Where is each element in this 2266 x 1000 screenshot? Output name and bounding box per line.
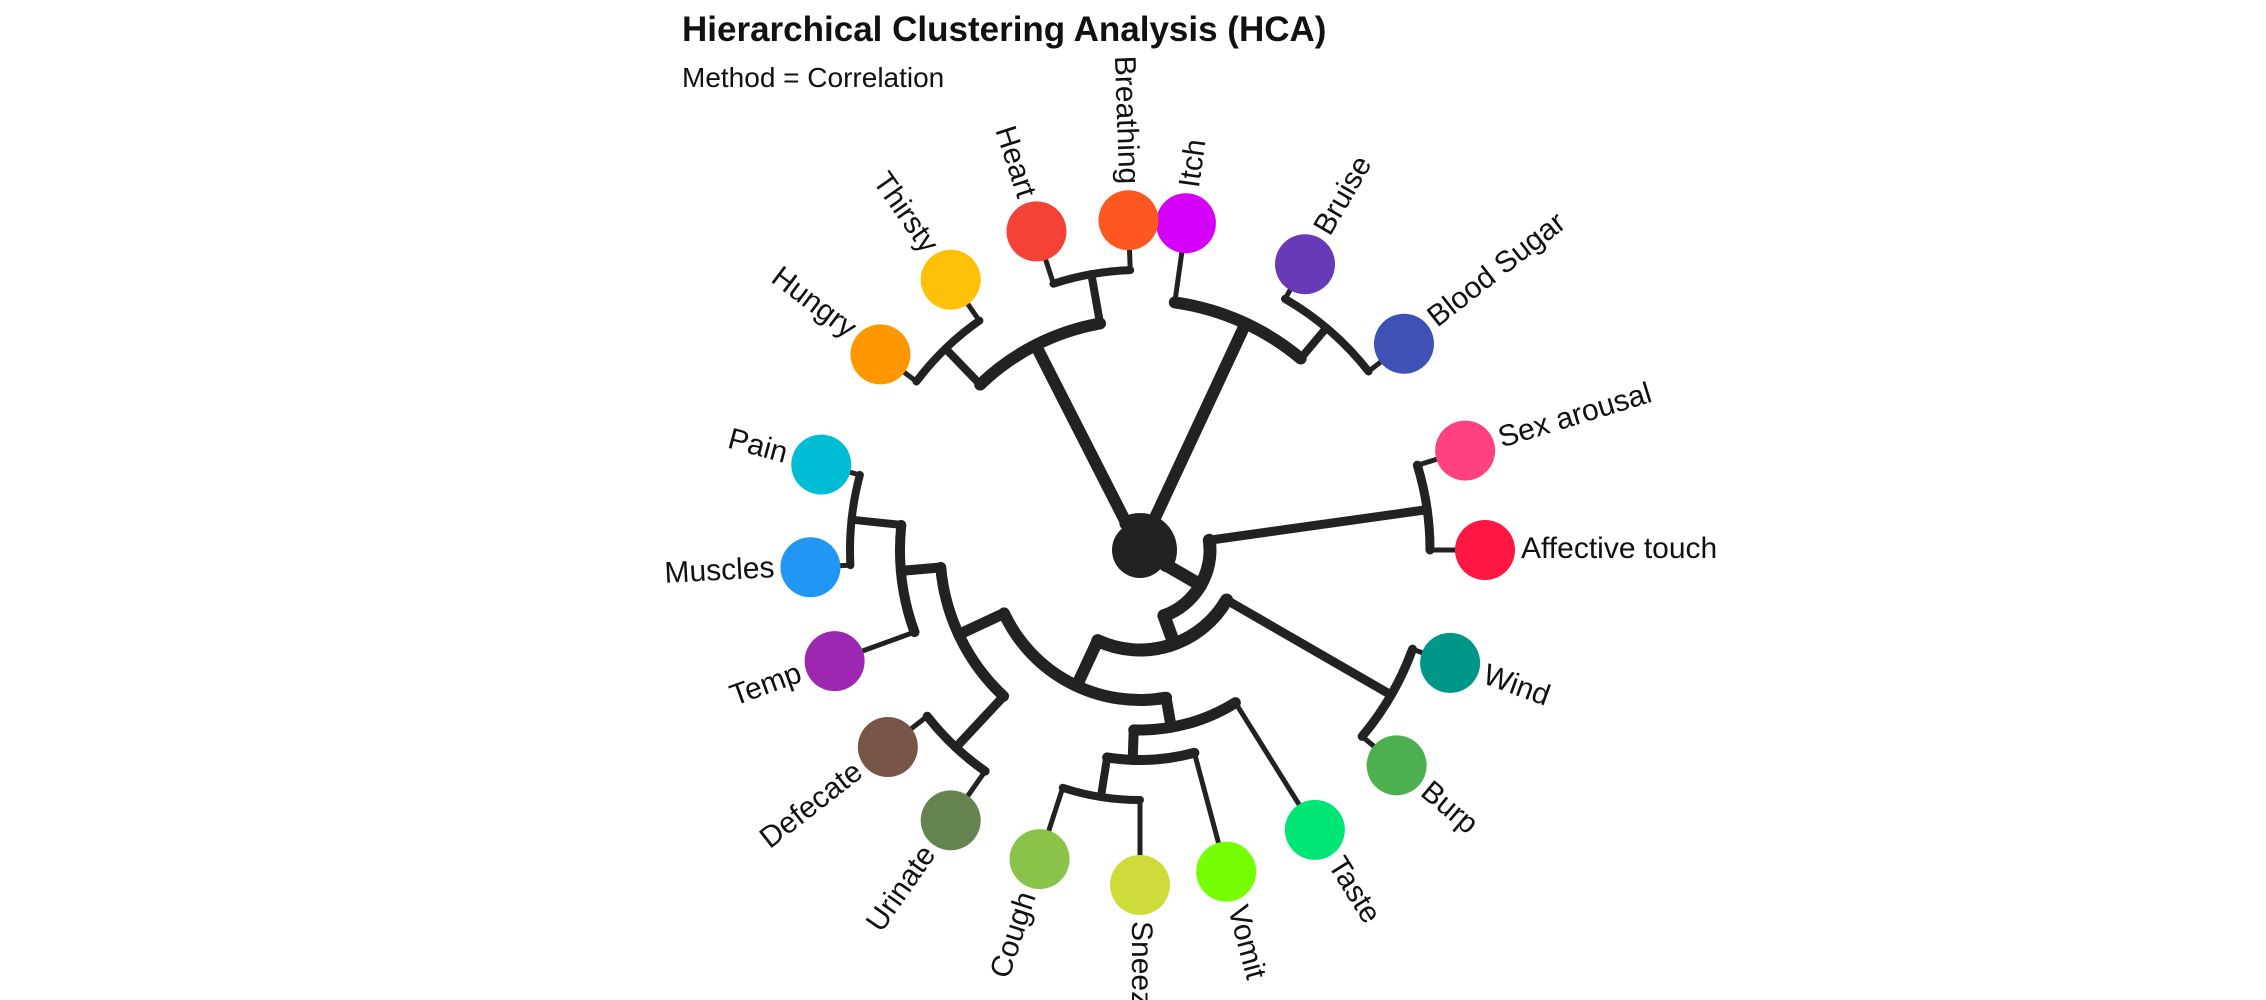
leaf-label-taste: Taste: [1321, 851, 1387, 929]
leaf-node-thirsty: [920, 249, 981, 310]
leaf-node-bruise: [1275, 234, 1335, 295]
leaf-node-pain: [791, 434, 852, 495]
leaf-node-taste: [1284, 799, 1345, 860]
leaf-node-breathing: [1098, 190, 1159, 251]
leaf-label-muscles: Muscles: [664, 551, 776, 590]
branch-stem-L8: [1191, 750, 1223, 853]
leaf-label-itch: Itch: [1173, 137, 1212, 189]
chart-title: Hierarchical Clustering Analysis (HCA): [682, 10, 1327, 49]
leaf-node-defecate: [857, 717, 918, 778]
leaf-label-breathing: Breathing: [1108, 55, 1145, 185]
leaf-label-blood-sugar: Blood Sugar: [1421, 206, 1571, 334]
branch-stem-hthb: [1029, 339, 1133, 530]
leaf-label-temp: Temp: [726, 656, 806, 712]
branch-stem-g0: [1159, 558, 1208, 592]
branch-stem-pm: [847, 515, 906, 529]
branch-stem-tpm: [895, 562, 946, 576]
leaf-node-blood-sugar: [1373, 313, 1434, 374]
leaf-node-burp: [1366, 735, 1427, 796]
leaf-node-muscles: [780, 537, 841, 598]
leaf-node-cough: [1009, 829, 1070, 890]
branch-stem-vsc: [1127, 724, 1139, 765]
leaf-label-sex-arousal: Sex arousal: [1494, 376, 1655, 454]
branch-stem-hb: [1087, 270, 1105, 328]
branch-arc-tvsc: [1128, 697, 1241, 736]
leaf-label-cough: Cough: [984, 888, 1043, 982]
branch-stem-wb: [1222, 595, 1396, 700]
leaf-label-thirsty: Thirsty: [866, 166, 945, 259]
leaf-node-temp: [804, 631, 865, 692]
chart-subtitle: Method = Correlation: [682, 62, 945, 93]
leaf-label-defecate: Defecate: [754, 755, 869, 855]
leaf-label-hungry: Hungry: [765, 260, 862, 345]
branch-stem-L10: [1043, 785, 1066, 841]
root-node: [1112, 522, 1168, 578]
leaf-label-urinate: Urinate: [860, 839, 943, 937]
leaf-label-heart: Heart: [988, 122, 1042, 203]
root-arc: [1119, 513, 1177, 572]
leaf-label-sneeze: Sneeze: [1125, 921, 1158, 1000]
branch-stem-ib: [1146, 317, 1252, 529]
leaf-node-wind: [1420, 632, 1481, 693]
leaf-nodes: Itch Bruise Blood Sugar Sex arousal Affectiv…: [664, 55, 1718, 1000]
branch-stem-L13: [852, 629, 917, 657]
branch-stem-g1: [1157, 609, 1181, 651]
leaf-node-heart: [1006, 201, 1067, 262]
leaf-label-affective-touch: Affective touch: [1521, 532, 1717, 565]
branch-stem-g2: [1070, 634, 1104, 692]
branch-stem-sc: [1096, 753, 1112, 801]
leaf-label-burp: Burp: [1415, 775, 1485, 841]
branch-stem-L0: [1172, 242, 1186, 305]
branch-arc-bb: [1281, 294, 1373, 376]
branch-arc-vsc: [1102, 747, 1200, 765]
branch-stem-L7: [1232, 700, 1306, 814]
branch-stem-ht: [941, 344, 985, 389]
branch-arc-g2: [998, 607, 1173, 706]
leaf-node-hungry: [850, 324, 911, 385]
branch-stem-sa: [1204, 505, 1432, 545]
leaf-label-vomit: Vomit: [1221, 902, 1272, 984]
branch-stem-bb: [1296, 323, 1331, 363]
branch-arc-tpm: [895, 519, 920, 638]
leaf-node-affective-touch: [1455, 520, 1515, 580]
leaf-label-wind: Wind: [1479, 658, 1555, 712]
leaf-node-sex-arousal: [1435, 420, 1496, 481]
branch-stem-ud: [951, 691, 1009, 752]
branch-stem-tpmud: [953, 607, 1010, 641]
branch-stem-tvsc: [1160, 692, 1177, 733]
leaf-node-itch: [1155, 193, 1216, 254]
leaf-node-sneeze: [1110, 855, 1170, 915]
leaf-label-bruise: Bruise: [1307, 150, 1378, 240]
leaf-node-urinate: [920, 790, 981, 851]
dendrogram-branches: [829, 239, 1466, 866]
leaf-label-pain: Pain: [725, 422, 792, 469]
leaf-node-vomit: [1196, 841, 1257, 902]
